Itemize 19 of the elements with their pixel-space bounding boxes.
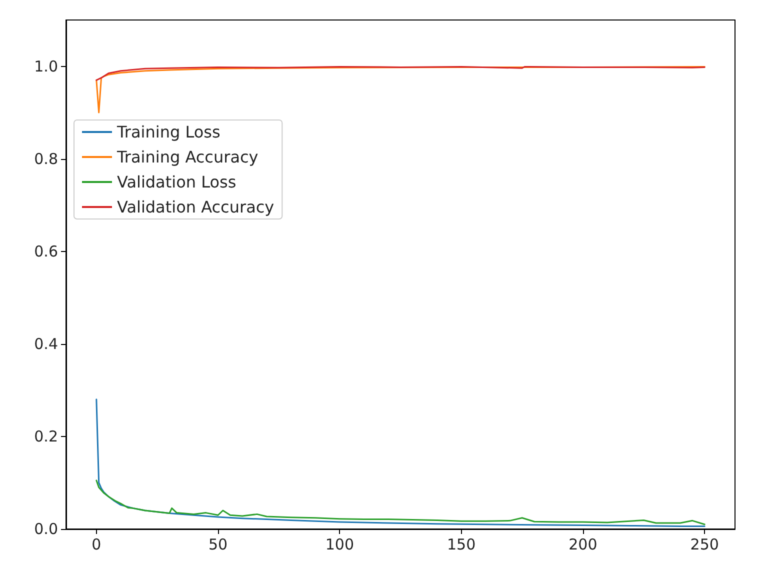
- line-series: [96, 66, 706, 81]
- line-series: [96, 398, 706, 527]
- x-tick-label: 150: [447, 536, 476, 554]
- x-tick-label: 250: [690, 536, 719, 554]
- line-series: [96, 480, 706, 526]
- y-tick-label: 0.8: [34, 150, 58, 168]
- legend-label: Training Accuracy: [116, 148, 258, 166]
- x-tick-label: 200: [568, 536, 598, 554]
- y-tick-label: 0.4: [34, 334, 58, 353]
- x-tick-label: 50: [208, 536, 228, 554]
- y-tick-label: 0.6: [34, 242, 58, 260]
- x-tick-label: 0: [92, 536, 102, 554]
- y-tick-label: 0.0: [34, 520, 58, 538]
- legend-label: Training Loss: [116, 122, 220, 142]
- legend-label: Validation Accuracy: [117, 198, 274, 216]
- x-tick-label: 100: [325, 536, 354, 554]
- legend-label: Validation Loss: [117, 172, 236, 192]
- y-tick-label: 1.0: [34, 57, 58, 76]
- y-tick-label: 0.2: [34, 427, 58, 446]
